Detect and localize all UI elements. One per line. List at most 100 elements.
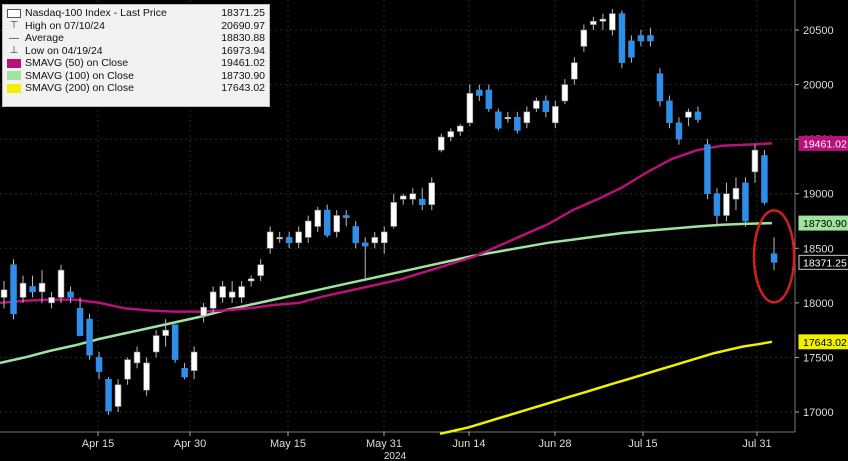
candle-body — [266, 231, 274, 249]
series-swatch-box — [7, 8, 21, 18]
candle-body — [295, 231, 302, 244]
y-tick-label: 18500 — [803, 243, 834, 255]
y-tick-label: 20500 — [803, 25, 834, 37]
candle-body — [380, 231, 388, 244]
candle-body — [76, 307, 84, 336]
x-tick-label: Jun 14 — [452, 438, 485, 450]
legend-item: SMAVG (100) on Close 18730.90 — [7, 70, 265, 83]
candle-body — [361, 242, 369, 247]
y-tick-label: 18000 — [803, 298, 834, 310]
candle-body — [152, 335, 160, 353]
x-tick-label: Jul 15 — [628, 438, 657, 450]
legend-item-label: Low on 04/19/24 — [25, 44, 103, 57]
candle-body — [742, 182, 749, 222]
x-tick-label: Jul 31 — [742, 438, 771, 450]
grid-lines — [0, 0, 796, 433]
x-tick-label: May 15 — [270, 438, 306, 450]
candle-body — [333, 215, 340, 233]
candle-body — [599, 18, 607, 22]
value-label-box — [798, 135, 848, 151]
candle-body — [751, 149, 759, 173]
value-label-text: 18371.25 — [803, 257, 847, 269]
x-year-label: 2024 — [384, 451, 407, 461]
candle-body — [181, 367, 188, 378]
legend-item-value: 19461.02 — [221, 57, 265, 69]
legend-item: ⊤ High on 07/10/24 20690.97 — [7, 20, 265, 33]
candle-body — [133, 351, 141, 364]
candle-body — [219, 286, 226, 298]
value-label-text: 19461.02 — [803, 138, 847, 150]
candle-body — [637, 35, 645, 42]
legend-item-value: 18371.25 — [221, 7, 265, 19]
candle-body — [276, 237, 283, 240]
candle-body — [409, 193, 416, 200]
candle-body — [495, 111, 502, 129]
annotations — [752, 209, 796, 304]
candle-body — [523, 111, 531, 124]
candle-body — [713, 193, 721, 216]
candle-body — [656, 73, 664, 102]
candle-body — [590, 20, 597, 25]
candle-body — [29, 286, 36, 293]
candle-body — [666, 100, 673, 124]
legend-item-value: 16973.94 — [221, 44, 265, 57]
series-swatch — [7, 58, 21, 68]
candle-body — [228, 291, 236, 298]
candle-body — [447, 131, 454, 138]
series-swatch — [7, 83, 21, 93]
candle-body — [143, 362, 150, 391]
candle-body — [238, 286, 245, 298]
value-label-text: 17643.02 — [803, 337, 847, 349]
legend-item: ⊥ Low on 04/19/24 16973.94 — [7, 45, 265, 58]
sma100-line — [0, 221, 773, 365]
legend-item: SMAVG (200) on Close 17643.02 — [7, 82, 265, 95]
candle-body — [38, 282, 46, 293]
candle-body — [342, 215, 350, 219]
candle-body — [770, 253, 778, 263]
candle-body — [247, 278, 255, 282]
candle-body — [552, 106, 559, 124]
candles — [0, 9, 778, 415]
candle-body — [618, 13, 626, 63]
candle-body — [105, 378, 112, 412]
legend-item-label: High on 07/10/24 — [25, 19, 105, 32]
x-tick-label: Apr 15 — [82, 438, 114, 450]
candle-body — [609, 13, 616, 31]
y-tick-label: 17000 — [803, 407, 834, 419]
value-labels: 19461.02 18730.90 18371.25 17643.02 — [798, 135, 848, 350]
candle-body — [456, 125, 464, 132]
value-label-box — [798, 254, 848, 270]
candle-body — [580, 29, 588, 47]
candle-body — [437, 136, 445, 151]
candle-body — [723, 193, 730, 216]
x-axis: Apr 15 Apr 30 May 15 May 31 Jun 14 Jun 28 Jul … — [82, 432, 772, 461]
candle-body — [675, 122, 683, 140]
candle-body — [732, 188, 740, 200]
y-tick-label: 17500 — [803, 352, 834, 364]
value-label-text: 18730.90 — [803, 218, 847, 230]
candle-body — [67, 291, 74, 298]
candle-body — [323, 209, 331, 236]
candle-body — [86, 318, 93, 356]
candle-body — [48, 297, 55, 304]
x-tick-label: Jun 28 — [538, 438, 571, 450]
candle-body — [10, 264, 17, 315]
candle-body — [466, 93, 474, 124]
highlight-circle — [752, 209, 796, 304]
candle-body — [209, 291, 217, 309]
high-marker-icon: ⊤ — [9, 20, 19, 32]
legend-item: — Average 18830.88 — [7, 32, 265, 45]
candle-body — [685, 111, 692, 118]
candle-body — [647, 35, 654, 42]
candle-body — [476, 89, 483, 96]
candle-body — [371, 237, 378, 244]
candle-body — [694, 111, 702, 120]
legend-item-label: SMAVG (100) on Close — [25, 69, 134, 82]
candle-body — [304, 220, 312, 238]
candle-body — [399, 195, 407, 200]
candle-body — [171, 324, 179, 360]
legend-item-label: Nasdaq-100 Index - Last Price — [25, 7, 167, 19]
legend-item-value: 18830.88 — [221, 32, 265, 44]
avg-marker-icon: — — [9, 32, 19, 44]
candle-body — [485, 89, 493, 109]
